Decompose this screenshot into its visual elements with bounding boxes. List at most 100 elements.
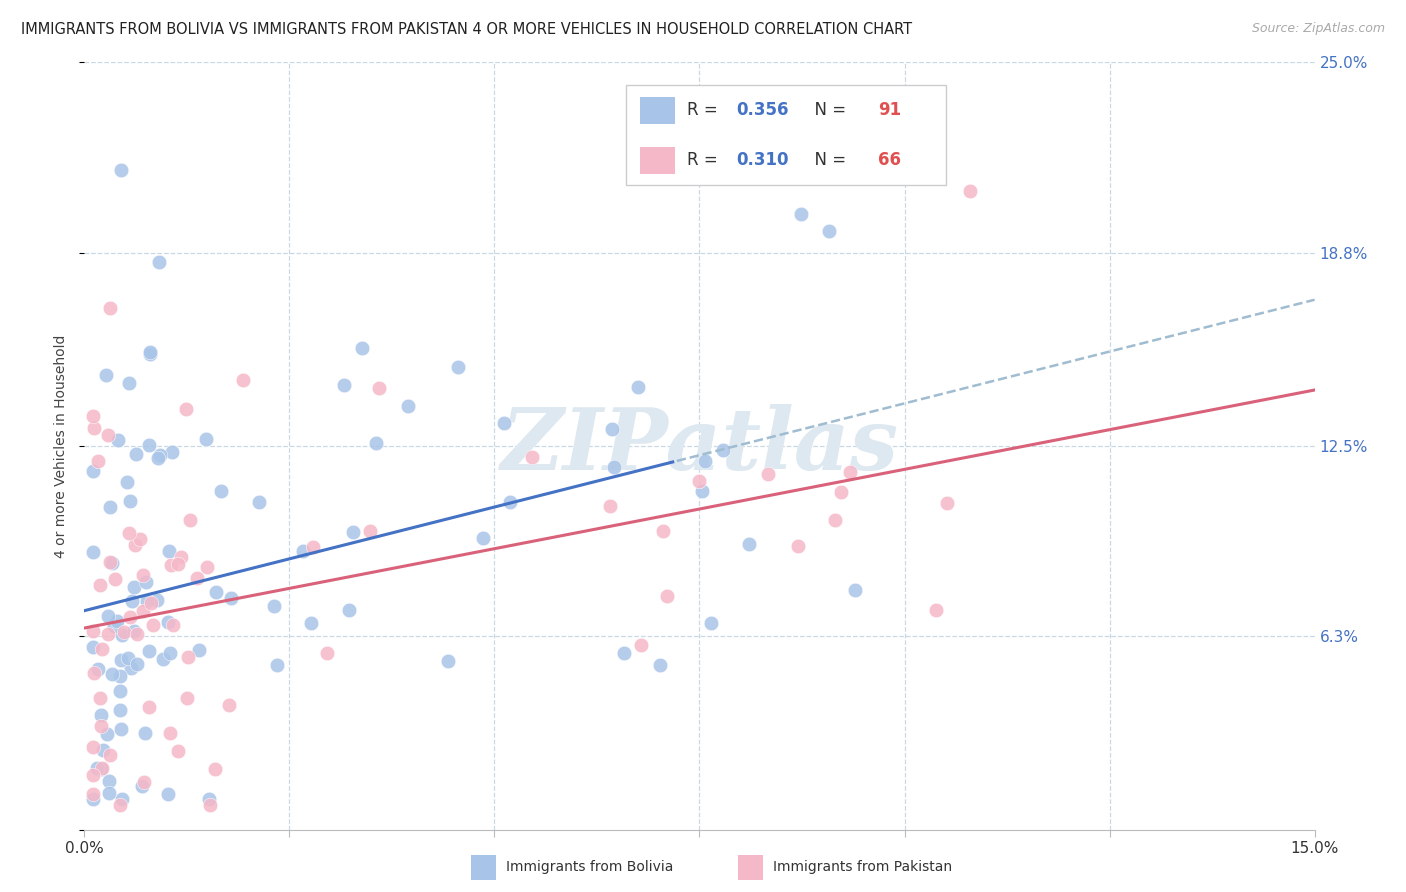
FancyBboxPatch shape — [626, 86, 946, 186]
Point — [101, 667, 124, 681]
Point — [159, 726, 181, 740]
Point — [299, 615, 322, 630]
Point — [176, 690, 198, 705]
Point — [498, 495, 520, 509]
Point — [90, 719, 112, 733]
Point — [693, 454, 716, 468]
Point — [247, 494, 270, 508]
Point — [83, 421, 105, 435]
Point — [157, 615, 180, 629]
Text: 66: 66 — [877, 152, 901, 169]
Point — [162, 445, 184, 459]
Point — [360, 524, 382, 539]
Point — [82, 640, 104, 654]
Point — [112, 624, 135, 639]
Point — [824, 513, 846, 527]
Point — [936, 496, 959, 510]
Point — [132, 604, 155, 618]
Point — [83, 665, 105, 680]
Point — [82, 788, 104, 802]
Point — [139, 345, 162, 359]
Point — [925, 603, 948, 617]
Point — [599, 499, 621, 513]
Point — [738, 537, 761, 551]
Point — [110, 653, 132, 667]
Point — [700, 615, 723, 630]
Point — [471, 531, 494, 545]
Point — [263, 599, 285, 613]
Point — [118, 610, 141, 624]
Text: 0.310: 0.310 — [737, 152, 789, 169]
Point — [316, 646, 339, 660]
Point — [111, 628, 134, 642]
Point — [82, 740, 104, 755]
Point — [107, 434, 129, 448]
Point — [89, 577, 111, 591]
Text: R =: R = — [688, 102, 723, 120]
Point — [97, 427, 120, 442]
Point — [786, 539, 808, 553]
Point — [117, 475, 139, 489]
Point — [132, 775, 155, 789]
Point — [446, 359, 468, 374]
Point — [652, 524, 675, 538]
Text: N =: N = — [804, 102, 852, 120]
Point — [146, 593, 169, 607]
Point — [157, 543, 180, 558]
Point — [844, 583, 866, 598]
Point — [613, 646, 636, 660]
Text: R =: R = — [688, 152, 723, 169]
Point — [197, 792, 219, 806]
Point — [125, 657, 148, 672]
Point — [342, 525, 364, 540]
Point — [86, 761, 108, 775]
Point — [818, 224, 841, 238]
Point — [177, 650, 200, 665]
Point — [692, 483, 714, 498]
Point — [82, 768, 104, 782]
Point — [82, 545, 104, 559]
Point — [167, 557, 190, 571]
Point — [204, 762, 226, 776]
Point — [89, 691, 111, 706]
Point — [179, 513, 201, 527]
Point — [97, 627, 120, 641]
Text: Immigrants from Bolivia: Immigrants from Bolivia — [506, 861, 673, 874]
Point — [194, 432, 217, 446]
Point — [148, 255, 170, 269]
Point — [105, 614, 128, 628]
Bar — [471, 855, 496, 880]
Point — [648, 658, 671, 673]
Point — [138, 644, 160, 658]
Point — [90, 642, 112, 657]
Point — [129, 532, 152, 546]
Point — [121, 594, 143, 608]
Point — [97, 786, 120, 800]
Point — [98, 774, 121, 789]
Point — [138, 699, 160, 714]
Point — [134, 725, 156, 739]
Point — [688, 474, 710, 488]
Point — [90, 761, 112, 775]
Point — [98, 500, 121, 514]
Point — [627, 380, 650, 394]
Text: Source: ZipAtlas.com: Source: ZipAtlas.com — [1251, 22, 1385, 36]
Point — [90, 707, 112, 722]
Bar — [641, 96, 675, 124]
Point — [131, 779, 153, 793]
Point — [186, 571, 208, 585]
Point — [162, 617, 184, 632]
Point — [219, 591, 242, 605]
Point — [120, 494, 142, 508]
Point — [169, 549, 191, 564]
Point — [602, 460, 624, 475]
Point — [100, 747, 122, 762]
Point — [839, 465, 862, 479]
Point — [437, 654, 460, 668]
Point — [188, 643, 211, 657]
Point — [266, 658, 288, 673]
Point — [118, 525, 141, 540]
Point — [166, 744, 188, 758]
Point — [302, 541, 325, 555]
Point — [104, 572, 127, 586]
